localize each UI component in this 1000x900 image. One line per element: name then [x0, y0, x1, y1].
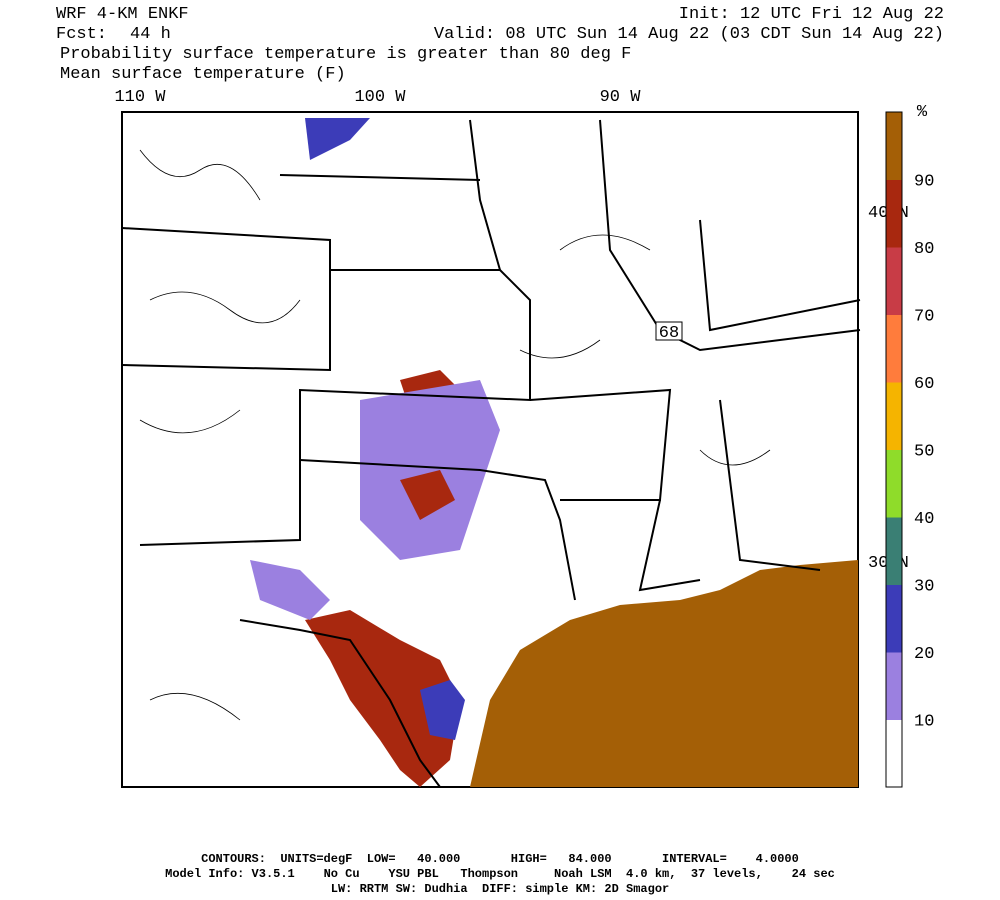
colorbar-segment [885, 719, 903, 788]
colorbar-segment [885, 314, 903, 383]
colorbar-label: 40 [914, 510, 934, 529]
colorbar-segment [885, 111, 903, 180]
colorbar-segment [885, 179, 903, 248]
field-title: Probability surface temperature is great… [60, 45, 631, 64]
model-name: WRF 4-KM ENKF [56, 5, 189, 24]
colorbar-label: 20 [914, 645, 934, 664]
longitude-label: 110 W [114, 88, 166, 107]
colorbar-segment [885, 381, 903, 450]
longitude-label: 100 W [354, 88, 406, 107]
footer-line: Model Info: V3.5.1 No Cu YSU PBL Thompso… [165, 867, 835, 881]
footer-line: CONTOURS: UNITS=degF LOW= 40.000 HIGH= 8… [201, 852, 799, 866]
colorbar-label: 80 [914, 240, 934, 259]
forecast-label: Fcst: [56, 25, 107, 44]
valid-time: Valid: 08 UTC Sun 14 Aug 22 (03 CDT Sun … [434, 25, 944, 44]
colorbar-unit: % [917, 103, 928, 122]
footer-line: LW: RRTM SW: Dudhia DIFF: simple KM: 2D … [331, 882, 669, 896]
colorbar: 10 20 30 40 50 60 70 80 90 [885, 111, 934, 788]
map: 68 [121, 111, 861, 788]
colorbar-label: 70 [914, 308, 934, 327]
colorbar-label: 60 [914, 375, 934, 394]
colorbar-label: 50 [914, 443, 934, 462]
forecast-hour: 44 h [130, 25, 171, 44]
contour-label: 68 [659, 324, 679, 343]
longitude-label: 90 W [600, 88, 642, 107]
colorbar-frame [885, 111, 903, 788]
colorbar-label: 10 [914, 713, 934, 732]
colorbar-segment [885, 246, 903, 315]
colorbar-label: 30 [914, 578, 934, 597]
colorbar-segment [885, 584, 903, 653]
colorbar-segment [885, 449, 903, 518]
colorbar-segment [885, 651, 903, 720]
field-title: Mean surface temperature (F) [60, 65, 346, 84]
colorbar-label: 90 [914, 173, 934, 192]
colorbar-segment [885, 516, 903, 585]
init-time: Init: 12 UTC Fri 12 Aug 22 [679, 5, 944, 24]
